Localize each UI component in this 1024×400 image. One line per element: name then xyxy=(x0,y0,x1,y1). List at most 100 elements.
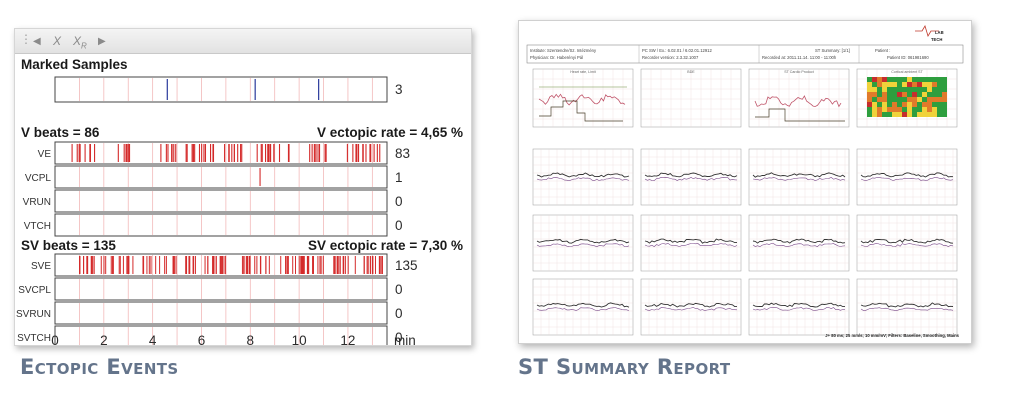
ectopic-events-caption: Ectopic Events xyxy=(20,355,179,379)
lane-label-svrun: SVRUN xyxy=(16,309,51,320)
st-trend-line xyxy=(860,302,954,308)
heatmap-cell xyxy=(897,77,902,82)
activity-step-line xyxy=(539,100,623,122)
x-reset-subscript: R xyxy=(81,41,87,51)
next-arrow-icon[interactable]: ▶ xyxy=(98,36,106,47)
x-axis-button[interactable]: X xyxy=(53,34,62,48)
heatmap-cell xyxy=(882,107,887,112)
heatmap-cell xyxy=(907,102,912,107)
x-reset-button[interactable]: XR xyxy=(73,34,87,50)
lane-label-vrun: VRUN xyxy=(23,197,51,208)
ectopic-events-panel: ⋮ ◀ X XR ▶ Marked Samples 3 V beats = 86 V … xyxy=(14,28,472,346)
heatmap-cell xyxy=(922,82,927,87)
lane-label-svcpl: SVCPL xyxy=(18,285,51,296)
heatmap-cell xyxy=(887,112,892,117)
heatmap-cell xyxy=(922,112,927,117)
heatmap-cell xyxy=(892,87,897,92)
sv-ectopic-rate: SV ectopic rate = 7,30 % xyxy=(308,238,463,253)
heatmap-cell xyxy=(902,92,907,97)
heatmap-cell xyxy=(887,97,892,102)
st-slope-line xyxy=(860,307,954,311)
lane-frame xyxy=(54,76,388,103)
heatmap-cell xyxy=(872,77,877,82)
report-header-box xyxy=(526,44,964,64)
st-trend-line xyxy=(752,238,846,244)
heatmap-cell xyxy=(867,97,872,102)
heatmap-cell xyxy=(882,87,887,92)
heatmap-cell xyxy=(902,112,907,117)
heatmap-cell xyxy=(892,112,897,117)
heatmap-cell xyxy=(917,102,922,107)
heatmap-cell xyxy=(877,82,882,87)
heatmap-cell xyxy=(932,102,937,107)
heatmap-cell xyxy=(932,87,937,92)
heatmap-cell xyxy=(927,112,932,117)
heatmap-cell xyxy=(897,82,902,87)
heatmap-cell xyxy=(942,77,947,82)
heatmap-cell xyxy=(927,97,932,102)
heart-rate-line xyxy=(538,93,626,106)
heatmap-cell xyxy=(912,77,917,82)
heatmap-cell xyxy=(867,112,872,117)
heatmap-cell xyxy=(902,77,907,82)
st-lead-chart xyxy=(748,278,850,336)
heatmap-cell xyxy=(897,112,902,117)
heatmap-cell xyxy=(937,87,942,92)
heatmap-cell xyxy=(867,102,872,107)
heatmap-cell xyxy=(887,107,892,112)
lane-frame xyxy=(54,165,388,189)
heatmap-cell xyxy=(917,97,922,102)
st-slope-line xyxy=(644,242,738,247)
st-lead-chart xyxy=(748,214,850,272)
x-tick-label: 2 xyxy=(100,333,108,345)
heatmap-cell xyxy=(902,97,907,102)
toolbar-grip-icon[interactable]: ⋮ xyxy=(20,32,32,46)
heatmap-cell xyxy=(897,102,902,107)
heatmap-cell xyxy=(942,102,947,107)
heatmap-cell xyxy=(942,87,947,92)
top-chart-title: Heart rate, Limit xyxy=(570,70,596,74)
heatmap-cell xyxy=(902,102,907,107)
ecg-logo-icon xyxy=(915,25,939,37)
heatmap-cell xyxy=(867,92,872,97)
cardio-product-line xyxy=(754,95,842,108)
heatmap-cell xyxy=(932,107,937,112)
heatmap-cell xyxy=(887,87,892,92)
heatmap-cell xyxy=(892,97,897,102)
heatmap-cell xyxy=(897,92,902,97)
st-trend-line xyxy=(644,238,737,244)
cardio-step-line xyxy=(755,108,845,122)
heatmap-cell xyxy=(937,92,942,97)
heatmap-cell xyxy=(897,107,902,112)
top-chart-title: ST Cardio Product xyxy=(784,70,814,74)
st-slope-line xyxy=(860,243,954,248)
heatmap-cell xyxy=(887,77,892,82)
st-slope-line xyxy=(536,243,630,248)
x-reset-label: X xyxy=(73,34,82,48)
lane-count-svtch: 0 xyxy=(395,330,403,345)
st-lead-chart xyxy=(640,214,742,272)
heatmap-cell xyxy=(897,87,902,92)
header-patient: Patient : xyxy=(875,48,890,53)
top-chart-title: Cortical ambient ST xyxy=(891,70,923,74)
lane-frame xyxy=(54,253,388,277)
lane-count-sve: 135 xyxy=(395,258,418,273)
heatmap-cell xyxy=(942,92,947,97)
heatmap-cell xyxy=(907,82,912,87)
heatmap-cell xyxy=(902,87,907,92)
heatmap-cell xyxy=(907,87,912,92)
previous-arrow-icon[interactable]: ◀ xyxy=(33,36,41,47)
heatmap-cell xyxy=(912,82,917,87)
heatmap-cell xyxy=(942,112,947,117)
header-recorder: Recorder version: 2.3.32.1007 xyxy=(642,55,699,60)
x-tick-label: 10 xyxy=(292,333,307,345)
heatmap-cell xyxy=(892,77,897,82)
lane-count-svcpl: 0 xyxy=(395,282,403,297)
heatmap-cell xyxy=(907,112,912,117)
lane-count-vrun: 0 xyxy=(395,194,403,209)
heatmap-cell xyxy=(907,92,912,97)
heatmap-cell xyxy=(922,102,927,107)
header-pc-sw: PC SW / Ex.: 6.02.01 / 6.02.01.12912 xyxy=(642,48,713,53)
st-slope-line xyxy=(536,307,630,311)
st-report-page: LAB TECH Institute: Szentendre/Sz. Intézmé… xyxy=(526,25,964,338)
